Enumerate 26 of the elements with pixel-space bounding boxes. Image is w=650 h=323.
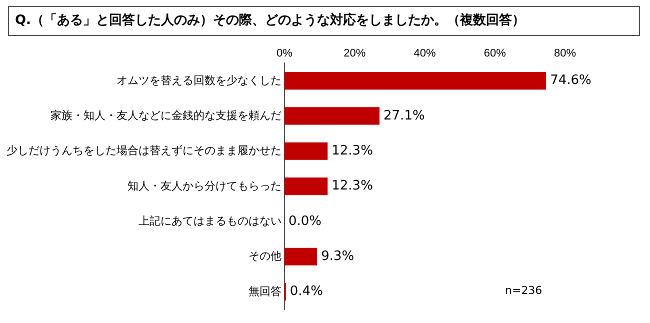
x-tick-label: 60%	[484, 48, 506, 60]
annotation: n=236	[505, 284, 542, 297]
y-tick-label: オムツを替える回数を少なくした	[116, 74, 282, 87]
y-tick-label: 少しだけうんちをした場合は替えずにそのまま履かせた	[6, 144, 282, 158]
x-tick-label: 40%	[414, 48, 436, 60]
data-label: 0.4%	[290, 284, 323, 300]
x-tick-label: 20%	[344, 48, 366, 60]
chart-title: Q.（「ある」と回答した人のみ）その際、どのような対応をしましたか。（複数回答）	[8, 6, 640, 36]
x-tick-label: 80%	[554, 48, 576, 60]
y-tick-label: 家族・知人・友人などに金銭的な支援を頼んだ	[50, 108, 282, 122]
data-label: 0.0%	[288, 214, 322, 229]
data-label: 74.6%	[550, 73, 592, 88]
bar	[284, 72, 546, 90]
data-label: 12.3%	[332, 144, 373, 159]
data-label: 9.3%	[321, 249, 354, 264]
bar	[284, 107, 380, 125]
y-tick-label: 知人・友人から分けてもらった	[128, 180, 282, 192]
bar	[284, 248, 318, 266]
y-tick-label: 無回答	[248, 286, 282, 298]
bar	[284, 178, 328, 196]
data-label: 12.3%	[332, 178, 373, 194]
bar	[284, 142, 328, 160]
data-label: 27.1%	[384, 108, 425, 124]
y-tick-label: その他	[248, 250, 282, 263]
y-tick-label: 上記にあてはまるものはない	[138, 214, 282, 228]
x-tick-label: 0%	[276, 48, 293, 60]
